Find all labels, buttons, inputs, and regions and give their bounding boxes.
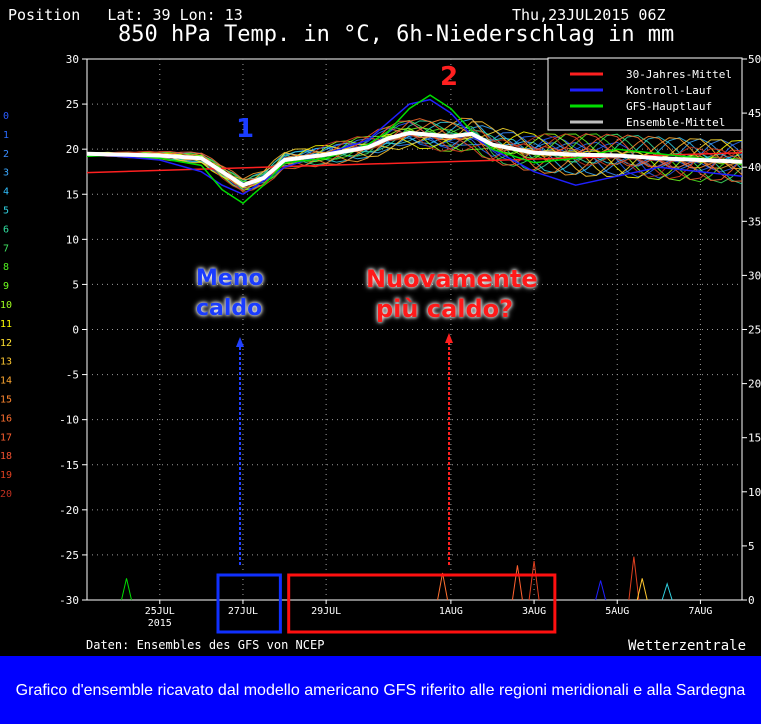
caption-text: Grafico d'ensemble ricavato dal modello … bbox=[15, 681, 746, 699]
tick-label-y-left: 25 bbox=[66, 98, 79, 111]
annotation-piu-caldo: più caldo? bbox=[376, 295, 514, 323]
tick-label-x: 27JUL bbox=[228, 606, 258, 617]
precip-spike bbox=[511, 565, 523, 601]
tick-label-y-right: 40 bbox=[748, 161, 761, 174]
tick-label-y-left: -5 bbox=[66, 369, 79, 382]
tick-label-y-right: 15 bbox=[748, 432, 761, 445]
tick-label-x: 25JUL bbox=[145, 606, 175, 617]
tick-label-y-left: 30 bbox=[66, 53, 79, 66]
tick-label-y-left: -25 bbox=[59, 549, 79, 562]
tick-label-y-right: 30 bbox=[748, 269, 761, 282]
annotation-nuovamente: Nuovamente bbox=[366, 265, 538, 293]
ensemble-member-line bbox=[86, 131, 743, 187]
member-label: 18 bbox=[0, 451, 12, 462]
member-label: 17 bbox=[0, 432, 12, 443]
forecast-datetime: Thu,23JUL2015 06Z bbox=[512, 6, 666, 24]
ensemble-member-line bbox=[86, 118, 743, 186]
tick-label-y-left: 0 bbox=[72, 324, 79, 337]
marker-2: 2 bbox=[440, 62, 459, 92]
member-label: 13 bbox=[0, 357, 12, 368]
ensemble-chart: 302520151050-5-10-15-20-25-3050454035302… bbox=[0, 53, 761, 634]
precip-spike bbox=[661, 582, 673, 601]
precip-spike bbox=[121, 578, 132, 601]
tick-label-x: 29JUL bbox=[311, 606, 341, 617]
caption-banner: Grafico d'ensemble ricavato dal modello … bbox=[0, 656, 761, 724]
precip-spike bbox=[528, 560, 540, 601]
member-label: 7 bbox=[3, 243, 9, 254]
precip-spike bbox=[628, 556, 640, 601]
legend-label: Ensemble-Mittel bbox=[626, 116, 725, 129]
member-label: 20 bbox=[0, 489, 12, 500]
member-label: 14 bbox=[0, 376, 12, 387]
tick-label-y-right: 35 bbox=[748, 215, 761, 228]
member-label: 5 bbox=[3, 206, 9, 217]
precip-spike bbox=[636, 578, 648, 601]
tick-label-y-left: -20 bbox=[59, 504, 79, 517]
tick-label-y-right: 50 bbox=[748, 53, 761, 66]
member-label: 2 bbox=[3, 149, 9, 160]
legend-label: Kontroll-Lauf bbox=[626, 84, 712, 97]
member-label: 9 bbox=[3, 281, 9, 292]
precip-spike bbox=[437, 572, 449, 601]
annotation-meno: Meno bbox=[196, 266, 264, 291]
chart-title: 850 hPa Temp. in °C, 6h-Niederschlag in … bbox=[118, 22, 675, 47]
member-label: 6 bbox=[3, 224, 9, 235]
member-label: 19 bbox=[0, 470, 12, 481]
annotation-meno-caldo: Meno caldo bbox=[196, 264, 264, 324]
member-label: 10 bbox=[0, 300, 12, 311]
position-label: Position Lat: 39 Lon: 13 bbox=[8, 6, 243, 24]
legend-label: GFS-Hauptlauf bbox=[626, 100, 712, 113]
series-line-ensemble-mittel bbox=[86, 130, 743, 188]
tick-label-y-right: 45 bbox=[748, 107, 761, 120]
member-label: 4 bbox=[3, 187, 9, 198]
tick-label-y-right: 0 bbox=[748, 594, 755, 607]
tick-label-x: 1AUG bbox=[439, 606, 463, 617]
highlight-box-red bbox=[287, 573, 557, 634]
ensemble-member-line bbox=[86, 120, 743, 185]
tick-label-x: 7AUG bbox=[688, 606, 712, 617]
marker-1: 1 bbox=[236, 114, 255, 144]
legend-label: 30-Jahres-Mittel bbox=[626, 68, 732, 81]
tick-label-y-right: 5 bbox=[748, 540, 755, 553]
tick-label-y-left: -10 bbox=[59, 414, 79, 427]
member-label: 11 bbox=[0, 319, 12, 330]
arrow-red-head bbox=[445, 333, 453, 343]
member-label: 8 bbox=[3, 262, 9, 273]
legend-box bbox=[547, 57, 743, 131]
ensemble-member-line bbox=[86, 121, 743, 181]
member-label: 3 bbox=[3, 168, 9, 179]
arrow-blue-head bbox=[236, 337, 244, 347]
tick-label-x-year: 2015 bbox=[148, 618, 172, 629]
annotation-nuovamente-caldo: Nuovamente più caldo? bbox=[366, 264, 538, 324]
member-label: 16 bbox=[0, 413, 12, 424]
ensemble-member-line bbox=[86, 127, 743, 189]
wetterzentrale-brand: Wetterzentrale bbox=[628, 638, 747, 654]
annotation-caldo: caldo bbox=[196, 296, 263, 321]
tick-label-y-left: -15 bbox=[59, 459, 79, 472]
precip-spike bbox=[595, 580, 607, 601]
tick-label-x: 3AUG bbox=[522, 606, 546, 617]
tick-label-y-right: 25 bbox=[748, 324, 761, 337]
member-label: 1 bbox=[3, 130, 9, 141]
tick-label-y-right: 20 bbox=[748, 378, 761, 391]
tick-label-y-left: 15 bbox=[66, 188, 79, 201]
member-label: 12 bbox=[0, 338, 12, 349]
tick-label-x: 5AUG bbox=[605, 606, 629, 617]
tick-label-y-left: 10 bbox=[66, 233, 79, 246]
member-label: 15 bbox=[0, 395, 12, 406]
tick-label-y-right: 10 bbox=[748, 486, 761, 499]
tick-label-y-left: -30 bbox=[59, 594, 79, 607]
highlight-box-blue bbox=[216, 573, 282, 634]
data-source-label: Daten: Ensembles des GFS von NCEP bbox=[86, 638, 325, 652]
tick-label-y-left: 5 bbox=[72, 278, 79, 291]
tick-label-y-left: 20 bbox=[66, 143, 79, 156]
member-label: 0 bbox=[3, 111, 9, 122]
